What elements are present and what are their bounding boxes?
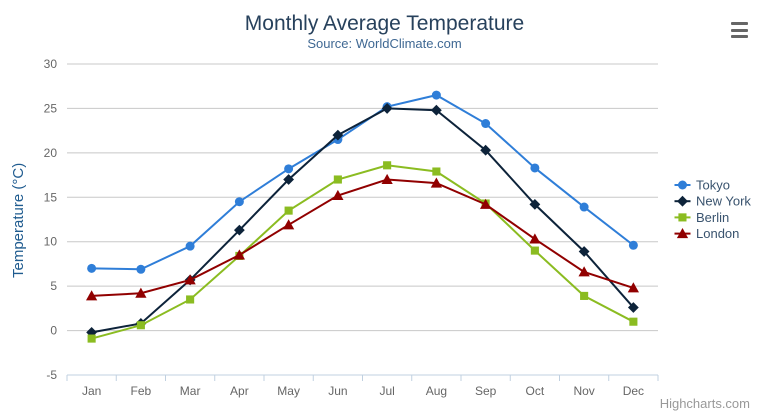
svg-text:Dec: Dec: [623, 384, 644, 398]
svg-text:Jun: Jun: [328, 384, 347, 398]
svg-text:London: London: [696, 226, 739, 241]
svg-text:Jan: Jan: [82, 384, 101, 398]
svg-text:Feb: Feb: [131, 384, 152, 398]
svg-text:30: 30: [44, 57, 58, 71]
svg-text:0: 0: [50, 324, 57, 338]
svg-text:10: 10: [44, 235, 58, 249]
svg-text:20: 20: [44, 146, 58, 160]
svg-text:May: May: [277, 384, 300, 398]
svg-text:Oct: Oct: [526, 384, 545, 398]
svg-text:Tokyo: Tokyo: [696, 178, 730, 193]
svg-text:Aug: Aug: [426, 384, 447, 398]
svg-text:Mar: Mar: [180, 384, 201, 398]
svg-text:Berlin: Berlin: [696, 210, 729, 225]
svg-text:Apr: Apr: [230, 384, 249, 398]
svg-text:-5: -5: [46, 368, 57, 382]
svg-text:Nov: Nov: [573, 384, 594, 398]
svg-text:15: 15: [44, 190, 58, 204]
svg-text:New York: New York: [696, 194, 751, 209]
svg-text:Jul: Jul: [379, 384, 394, 398]
svg-text:Sep: Sep: [475, 384, 497, 398]
svg-text:5: 5: [50, 279, 57, 293]
svg-text:25: 25: [44, 101, 58, 115]
